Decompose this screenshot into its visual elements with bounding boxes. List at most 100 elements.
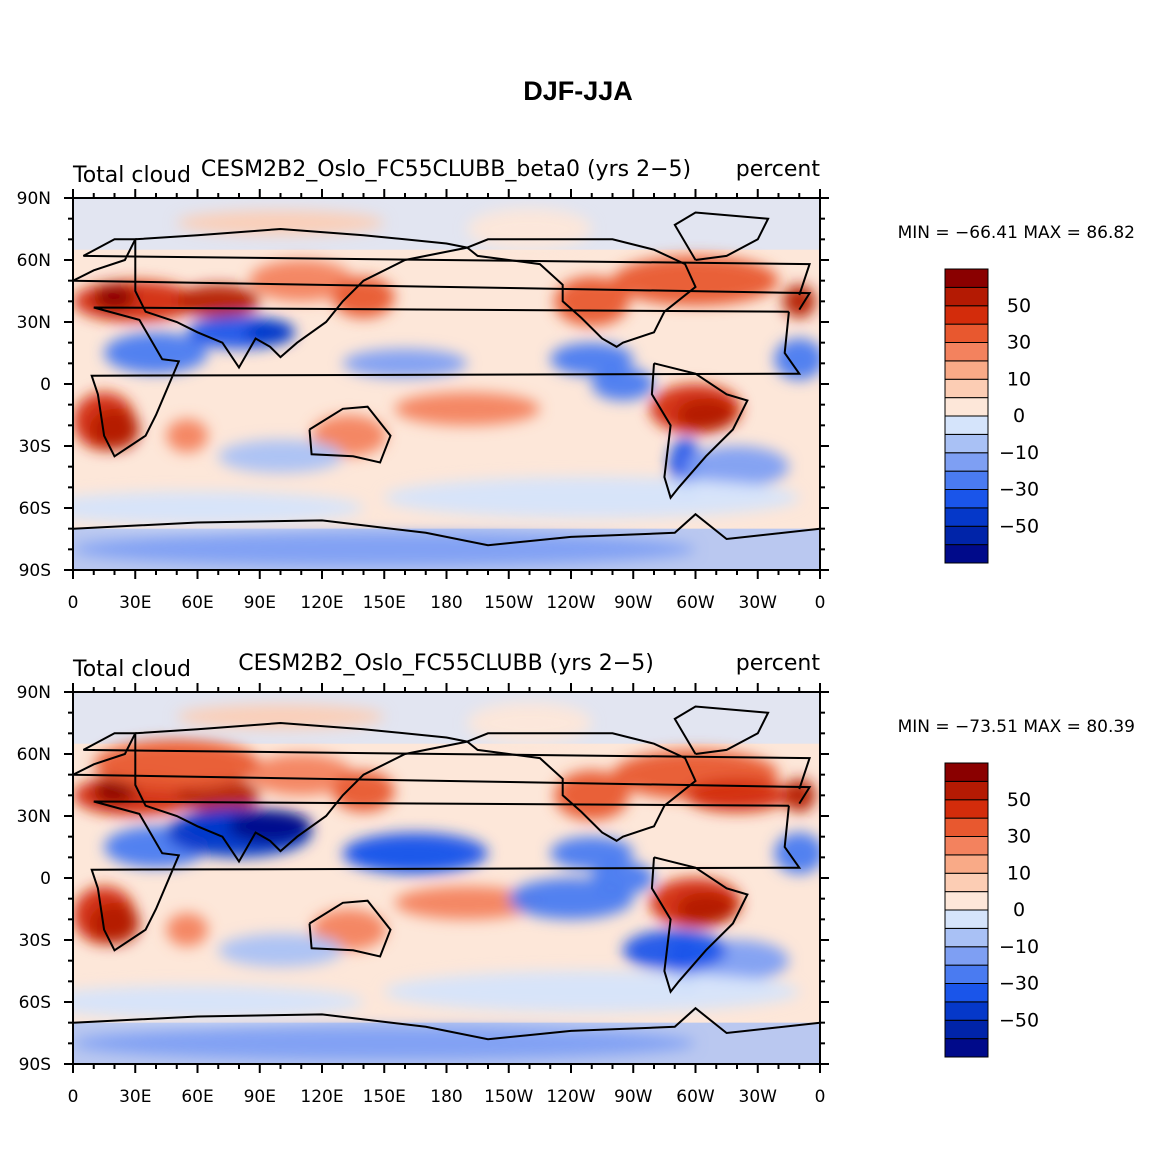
- anomaly-blob: [93, 739, 260, 790]
- anomaly-blob: [612, 255, 779, 306]
- coastline-path: [73, 732, 812, 805]
- x-tick-label: 0: [68, 593, 79, 613]
- y-tick-label: 60S: [19, 499, 51, 519]
- anomaly-blob: [384, 971, 800, 1013]
- coastlines: [73, 705, 820, 1041]
- colorbar-segment: [944, 780, 989, 801]
- anomaly-blob: [73, 1026, 696, 1060]
- cloud-field: [73, 198, 820, 570]
- panel-title-left: Total cloud: [72, 657, 191, 682]
- y-tick-label: 90S: [19, 561, 51, 581]
- anomaly-blob: [342, 832, 488, 874]
- anomaly-blob: [311, 415, 387, 457]
- y-tick-label: 0: [40, 869, 51, 889]
- anomaly-blob: [218, 933, 343, 967]
- colorbar-segment: [944, 470, 989, 490]
- coastline-path: [73, 238, 812, 311]
- colorbar-segment: [944, 891, 989, 911]
- x-tick-label: 90W: [614, 593, 653, 613]
- colorbar-segment: [944, 305, 989, 325]
- x-tick-label: 30W: [739, 593, 778, 613]
- axis-ticks: [64, 683, 829, 1073]
- colorbar-segment: [944, 342, 989, 362]
- y-tick-label: 60N: [17, 251, 51, 271]
- x-tick-label: 120W: [546, 593, 595, 613]
- anomaly-blob: [508, 878, 634, 920]
- anomaly-blob: [104, 332, 208, 374]
- coastline-path: [650, 856, 749, 994]
- colorbar-label: −30: [999, 973, 1039, 995]
- anomaly-blob: [782, 284, 816, 318]
- colorbar-segment: [944, 268, 989, 288]
- anomaly-blob: [73, 491, 364, 525]
- x-tick-label: 90E: [244, 1087, 276, 1107]
- x-tick-label: 150E: [363, 1087, 406, 1107]
- y-tick-label: 90N: [17, 683, 51, 703]
- y-tick-label: 30S: [19, 437, 51, 457]
- colorbar-segment: [944, 415, 989, 435]
- y-tick-label: 90N: [17, 189, 51, 209]
- colorbar-segment: [944, 378, 989, 399]
- anomaly-blob: [176, 210, 385, 236]
- anomaly-blob: [467, 702, 592, 744]
- colorbar-segment: [944, 323, 989, 343]
- colorbar-segment: [944, 799, 989, 819]
- coastline-path: [90, 306, 802, 458]
- anomaly-blob: [245, 319, 296, 345]
- colorbar-segment: [944, 433, 989, 454]
- colorbar-segment: [944, 817, 989, 837]
- anomaly-blob: [93, 778, 136, 804]
- figure-title: DJF-JJA: [523, 76, 633, 106]
- anomaly-blob: [622, 929, 727, 971]
- colorbar-segment: [944, 286, 989, 307]
- anomaly-blob: [176, 284, 260, 318]
- coastline-path: [673, 705, 770, 755]
- colorbar-segment: [944, 525, 989, 546]
- x-tick-label: 60W: [676, 593, 715, 613]
- y-tick-label: 90S: [19, 1055, 51, 1075]
- anomaly-blob: [685, 778, 789, 812]
- x-tick-label: 30E: [119, 593, 151, 613]
- panel-title-right: percent: [736, 157, 821, 182]
- coastline-path: [134, 721, 468, 864]
- x-tick-label: 90W: [614, 1087, 653, 1107]
- min-max-label: MIN = −66.41 MAX = 86.82: [898, 223, 1135, 243]
- anomaly-blob: [394, 886, 540, 920]
- map-panel-1: 0 30E 60E 90E 120E 150E 180 150W 120W 90W 60W 30W 09…: [17, 157, 1135, 613]
- anomaly-blob: [384, 477, 800, 519]
- colorbar-segment: [944, 762, 989, 782]
- colorbar-segment: [944, 1019, 989, 1040]
- x-tick-label: 60E: [181, 1087, 213, 1107]
- x-tick-label: 150E: [363, 593, 406, 613]
- colorbar: −50 −30 −10 0 10 30 50: [944, 762, 1039, 1058]
- y-tick-label: 60S: [19, 993, 51, 1013]
- colorbar-segment: [944, 983, 989, 1003]
- coastline-path: [73, 1006, 820, 1041]
- colorbar-label: 50: [1007, 789, 1031, 811]
- coastline-path: [466, 732, 697, 842]
- anomaly-blob: [550, 836, 634, 870]
- x-tick-label: 0: [68, 1087, 79, 1107]
- y-tick-label: 30S: [19, 931, 51, 951]
- anomaly-blob: [218, 439, 343, 473]
- colorbar-label: 30: [1007, 332, 1031, 354]
- y-tick-label: 0: [40, 375, 51, 395]
- anomaly-blob: [591, 367, 654, 401]
- x-tick-label: 30W: [739, 1087, 778, 1107]
- y-tick-label: 30N: [17, 807, 51, 827]
- colorbar-segment: [944, 854, 989, 874]
- axis-ticks: [64, 189, 829, 579]
- colorbar-segment: [944, 964, 989, 984]
- panel-title-center: CESM2B2_Oslo_FC55CLUBB (yrs 2−5): [238, 651, 654, 676]
- x-tick-label: 120W: [546, 1087, 595, 1107]
- x-tick-label: 150W: [484, 1087, 533, 1107]
- map-panel-2: 0 30E 60E 90E 120E 150E 180 150W 120W 90W 60W 30W 09…: [17, 651, 1135, 1107]
- colorbar-segment: [944, 927, 989, 948]
- colorbar-segment: [944, 544, 989, 564]
- colorbar-label: 0: [1013, 405, 1025, 427]
- x-tick-label: 120E: [300, 593, 343, 613]
- coastline-path: [466, 238, 697, 348]
- colorbar-segment: [944, 360, 989, 380]
- colorbar-label: 10: [1007, 368, 1031, 390]
